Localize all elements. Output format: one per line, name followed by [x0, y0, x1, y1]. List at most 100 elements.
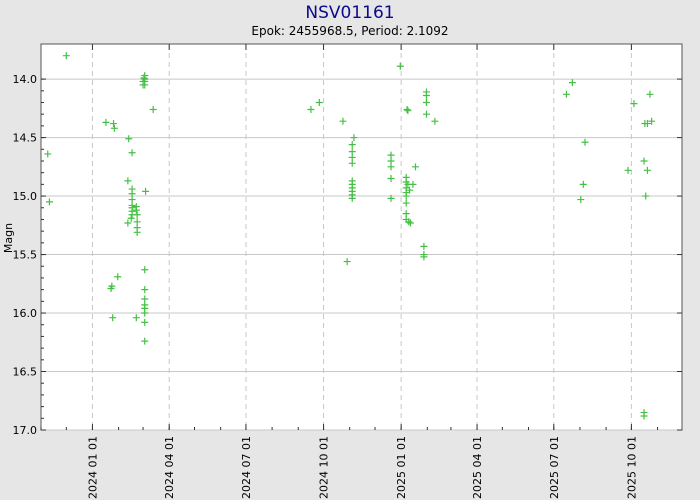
data-point: [579, 180, 587, 188]
data-point: [405, 218, 413, 226]
data-point: [109, 314, 117, 322]
data-point: [642, 192, 650, 200]
data-point: [420, 242, 428, 250]
data-point: [125, 135, 133, 143]
x-tick-label: 2024 07 01: [240, 436, 253, 499]
data-point: [422, 91, 430, 99]
data-point: [141, 286, 149, 294]
data-point: [402, 192, 410, 200]
data-points: [44, 52, 656, 420]
data-point: [402, 199, 410, 207]
x-axis: 2024 01 01 2024 04 01 2024 07 01 2024 10 01…: [40, 44, 659, 499]
chart-title: NSV01161: [305, 3, 394, 23]
data-point: [127, 214, 135, 222]
data-point: [403, 106, 411, 114]
data-point: [348, 194, 356, 202]
y-axis-label: Magn: [2, 223, 15, 253]
data-point: [110, 124, 118, 132]
data-point: [102, 118, 110, 126]
data-point: [44, 150, 52, 158]
y-tick-label: 16.5: [13, 366, 38, 379]
data-point: [422, 98, 430, 106]
data-point: [132, 314, 140, 322]
data-point: [562, 90, 570, 98]
y-tick-label: 17.0: [13, 424, 38, 437]
data-point: [348, 141, 356, 149]
data-point: [387, 175, 395, 183]
data-point: [411, 163, 419, 171]
data-point: [646, 90, 654, 98]
chart-subtitle: Epok: 2455968.5, Period: 2.1092: [251, 24, 448, 38]
data-point: [307, 106, 315, 114]
data-point: [387, 157, 395, 165]
data-point: [640, 157, 648, 165]
data-point: [124, 219, 132, 227]
data-point: [141, 318, 149, 326]
data-point: [406, 186, 414, 194]
x-tick-label: 2025 10 01: [625, 436, 638, 499]
data-point: [581, 138, 589, 146]
plot-area: [40, 43, 683, 431]
x-tick-label: 2025 01 01: [395, 436, 408, 499]
data-point: [343, 258, 351, 266]
data-point: [422, 110, 430, 118]
data-point: [124, 177, 132, 185]
data-point: [624, 166, 632, 174]
data-point: [141, 337, 149, 345]
data-point: [45, 198, 53, 206]
data-point: [114, 273, 122, 281]
x-tick-label: 2025 07 01: [548, 436, 561, 499]
data-point: [640, 412, 648, 420]
data-point: [133, 228, 141, 236]
data-point: [404, 107, 412, 115]
data-point: [133, 211, 141, 219]
data-point: [110, 120, 118, 128]
data-point: [348, 159, 356, 167]
data-point: [350, 134, 358, 142]
y-axis: 14.0 14.5 15.0 15.5 16.0 16.5 17.0: [13, 73, 682, 437]
data-point: [402, 210, 410, 218]
x-tick-label: 2024 10 01: [318, 436, 331, 499]
x-tick-label: 2024 04 01: [163, 436, 176, 499]
y-tick-label: 15.5: [13, 249, 38, 262]
data-point: [648, 117, 656, 125]
data-point: [315, 98, 323, 106]
data-point: [577, 196, 585, 204]
data-point: [387, 151, 395, 159]
data-point: [128, 190, 136, 198]
y-tick-label: 14.0: [13, 73, 38, 86]
data-point: [149, 106, 157, 114]
data-point: [128, 149, 136, 157]
data-point: [406, 219, 414, 227]
data-point: [348, 153, 356, 161]
data-point: [133, 218, 141, 226]
data-point: [387, 194, 395, 202]
data-point: [630, 100, 638, 108]
data-point: [141, 266, 149, 274]
data-point: [107, 284, 115, 292]
x-tick-label: 2025 04 01: [471, 436, 484, 499]
data-point: [339, 117, 347, 125]
data-point: [431, 117, 439, 125]
y-tick-label: 16.0: [13, 307, 38, 320]
x-tick-label: 2024 01 01: [86, 436, 99, 499]
data-point: [132, 206, 140, 214]
data-point: [396, 62, 404, 70]
data-point: [62, 52, 70, 60]
data-point: [387, 163, 395, 171]
data-point: [128, 196, 136, 204]
data-point: [643, 120, 651, 128]
data-point: [141, 81, 149, 89]
data-point: [141, 295, 149, 303]
data-point: [409, 180, 417, 188]
data-point: [420, 253, 428, 261]
data-point: [142, 187, 150, 195]
data-point: [568, 79, 576, 87]
y-tick-label: 14.5: [13, 132, 38, 145]
grid-lines: [41, 44, 682, 431]
y-tick-label: 15.0: [13, 190, 38, 203]
data-point: [141, 75, 149, 83]
data-point: [141, 309, 149, 317]
data-point: [643, 166, 651, 174]
